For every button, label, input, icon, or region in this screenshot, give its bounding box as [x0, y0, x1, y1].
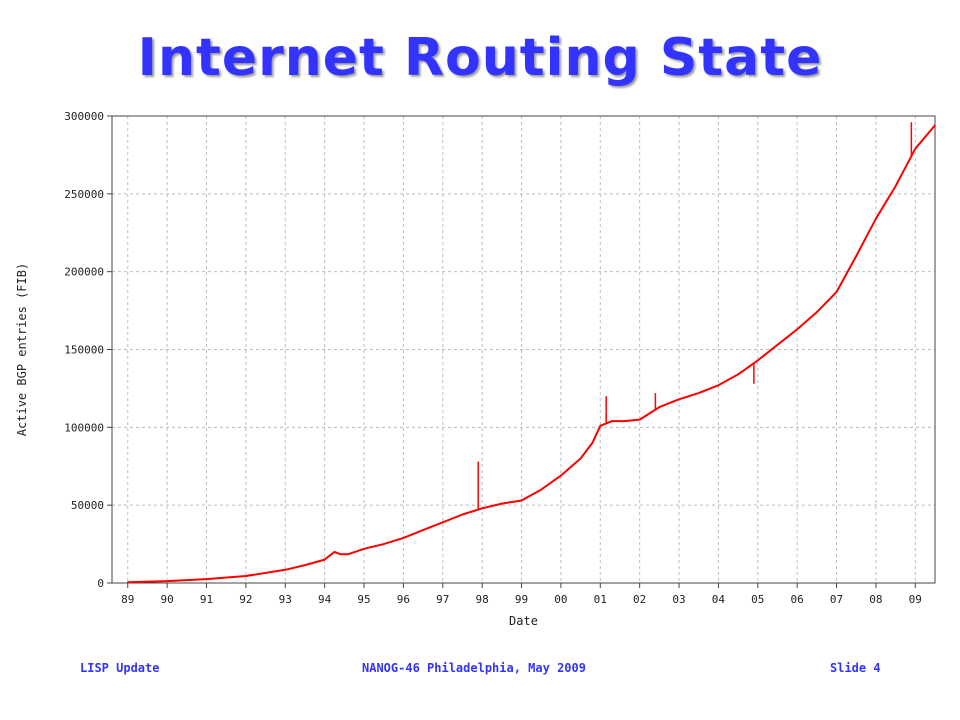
y-tick-label: 150000 [64, 344, 104, 357]
data-point [323, 558, 326, 561]
x-tick-label: 93 [279, 593, 292, 606]
data-point [756, 359, 759, 362]
x-tick-label: 07 [830, 593, 843, 606]
y-tick-label: 0 [97, 577, 104, 590]
data-point [560, 474, 562, 477]
footer-center: NANOG-46 Philadelphia, May 2009 [362, 661, 586, 675]
data-point [166, 580, 168, 582]
data-point [855, 255, 858, 257]
data-point [658, 406, 661, 408]
data-point [579, 457, 582, 460]
x-axis-ticks: 89 90 91 92 93 94 95 96 97 98 99 00 01 02 03 04 05 06 07 08… [121, 583, 922, 606]
x-tick-label: 95 [357, 593, 370, 606]
plot-frame [111, 115, 936, 584]
data-point [520, 499, 523, 502]
data-point [245, 575, 247, 577]
x-tick-label: 90 [161, 593, 174, 606]
data-point [816, 311, 818, 313]
data-point [611, 420, 613, 422]
data-point [737, 373, 739, 376]
slide-title: Internet Routing State [137, 28, 823, 88]
data-point [540, 488, 543, 491]
y-tick-label: 250000 [64, 188, 104, 201]
data-point [205, 578, 208, 580]
x-tick-label: 92 [239, 593, 252, 606]
series-layer [126, 122, 936, 584]
x-tick-label: 04 [712, 593, 726, 606]
footer-left: LISP Update [80, 661, 160, 675]
x-tick-label: 96 [397, 593, 410, 606]
data-point [461, 513, 464, 516]
y-tick-label: 100000 [64, 421, 104, 434]
data-point [796, 328, 798, 331]
data-point [697, 392, 700, 394]
data-point [481, 507, 483, 510]
x-tick-label: 97 [436, 593, 449, 606]
x-tick-label: 09 [909, 593, 922, 606]
x-tick-label: 03 [672, 593, 685, 606]
data-point [284, 568, 287, 571]
data-point [591, 442, 594, 444]
data-point [717, 384, 720, 387]
data-point [875, 217, 877, 220]
y-axis-label: Active BGP entries (FIB) [15, 263, 29, 436]
chart-grid [112, 115, 935, 584]
data-point [347, 553, 350, 556]
data-point [441, 521, 444, 524]
x-axis-label: Date [509, 614, 538, 628]
y-tick-label: 300000 [64, 110, 104, 123]
data-point [638, 418, 641, 421]
data-point [126, 581, 129, 584]
x-tick-label: 01 [594, 593, 607, 606]
x-tick-label: 99 [515, 593, 528, 606]
data-point [894, 185, 897, 187]
data-point [382, 543, 385, 545]
x-tick-label: 02 [633, 593, 646, 606]
x-tick-label: 00 [554, 593, 567, 606]
data-point [304, 564, 306, 566]
x-tick-label: 94 [318, 593, 332, 606]
footer-right: Slide 4 [830, 661, 881, 675]
data-point [422, 529, 424, 531]
x-tick-label: 05 [751, 593, 764, 606]
data-point [402, 537, 405, 539]
y-axis-ticks: 0 50000 100000 150000 200000 250000 300000 [64, 110, 112, 590]
data-point [339, 553, 342, 556]
x-tick-label: 89 [121, 593, 134, 606]
x-tick-label: 91 [200, 593, 213, 606]
x-tick-label: 98 [476, 593, 489, 606]
bgp-chart: 89 90 91 92 93 94 95 96 97 98 99 00 01 02 03 04 05 06 07 08… [15, 110, 936, 628]
y-tick-label: 50000 [71, 499, 104, 512]
y-tick-label: 200000 [64, 266, 104, 279]
data-point [501, 502, 503, 505]
data-point [835, 291, 838, 293]
data-point [678, 398, 680, 401]
data-point [914, 147, 917, 150]
x-tick-label: 08 [869, 593, 882, 606]
x-tick-label: 06 [791, 593, 804, 606]
data-point [623, 420, 625, 422]
data-point [599, 424, 602, 427]
data-point [776, 344, 779, 346]
data-point [934, 124, 936, 127]
series-line [127, 124, 936, 584]
data-point [333, 551, 336, 553]
data-point [363, 547, 365, 550]
